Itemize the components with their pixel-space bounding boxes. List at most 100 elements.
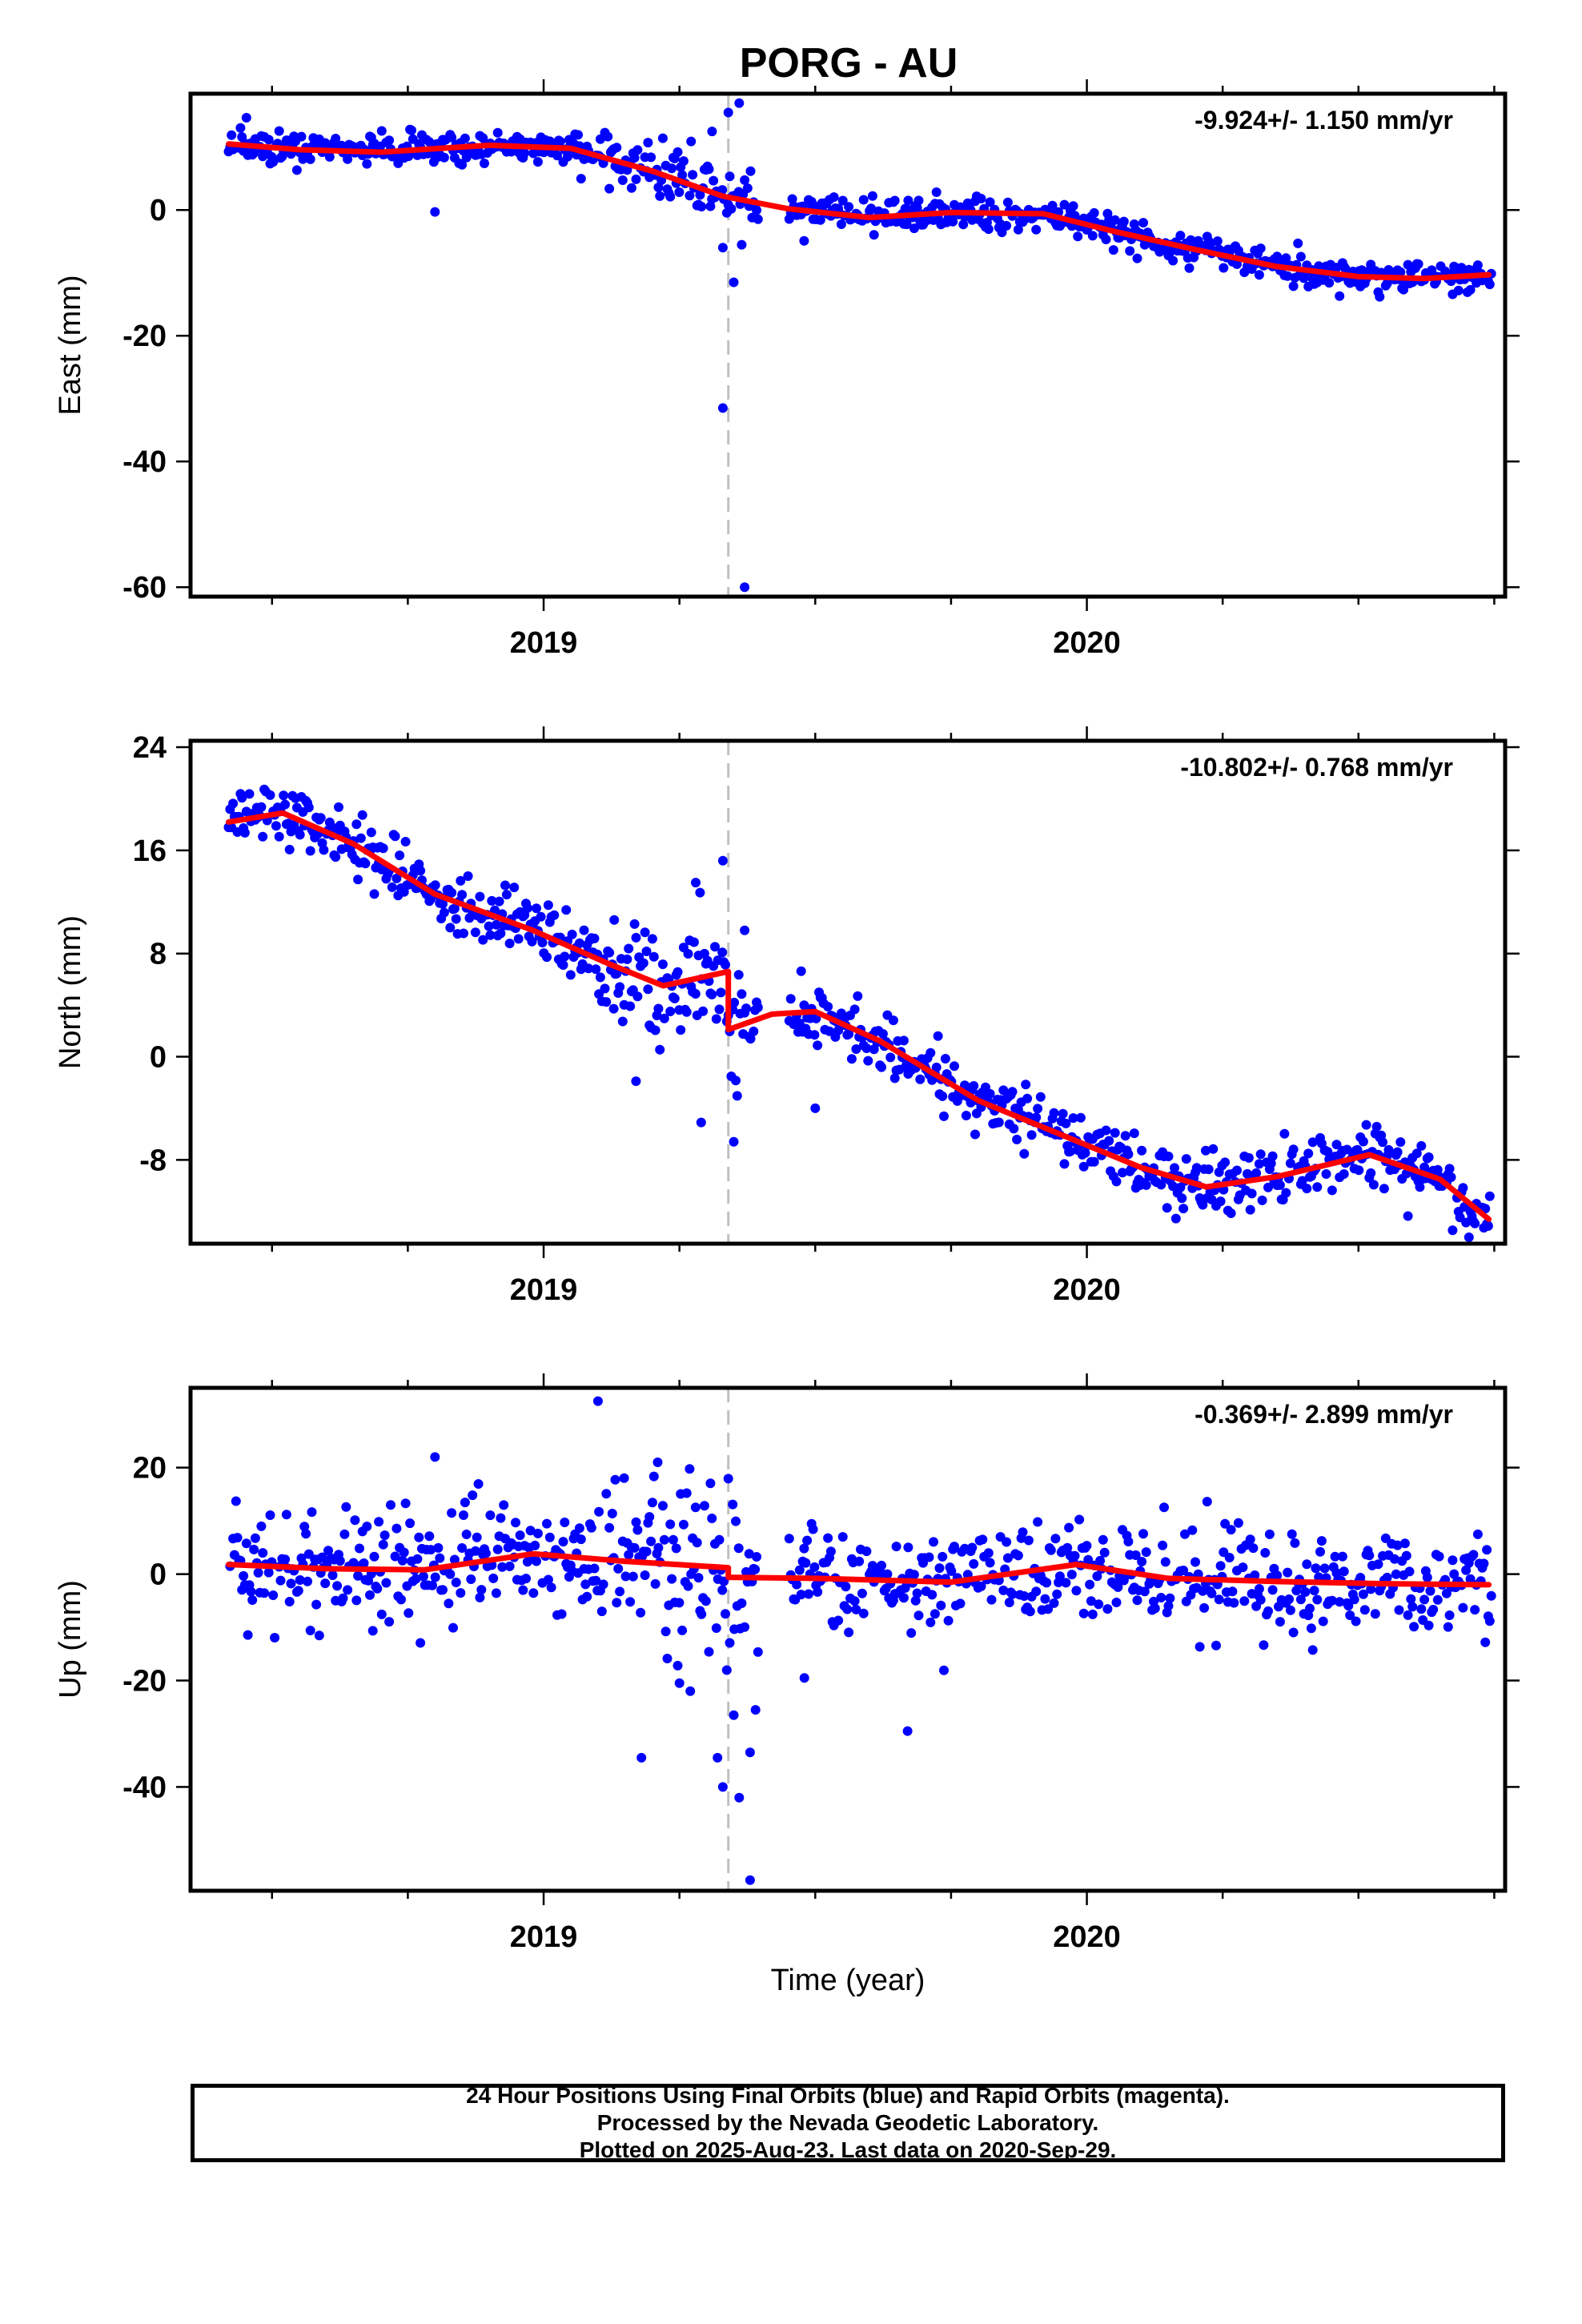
- data-point: [809, 1030, 820, 1040]
- data-point: [1198, 1200, 1208, 1210]
- data-point: [1033, 1517, 1043, 1527]
- data-point: [1395, 267, 1406, 277]
- data-point: [1351, 1616, 1361, 1626]
- data-point: [978, 1534, 988, 1545]
- data-point: [752, 1552, 761, 1562]
- data-point: [435, 1553, 445, 1563]
- data-point: [558, 1537, 568, 1547]
- data-point: [1275, 1617, 1285, 1627]
- data-point: [858, 195, 869, 205]
- data-point: [1288, 1144, 1299, 1155]
- data-point: [463, 871, 473, 881]
- data-point: [263, 135, 274, 145]
- data-point: [537, 938, 548, 947]
- data-point: [681, 1488, 692, 1498]
- data-point: [1019, 1591, 1030, 1601]
- data-point: [796, 1590, 806, 1600]
- data-point: [589, 933, 600, 943]
- data-point: [253, 1567, 263, 1578]
- data-point-outlier: [810, 1103, 821, 1113]
- data-point: [636, 1607, 646, 1618]
- data-point: [259, 1588, 270, 1598]
- data-point: [1089, 1156, 1099, 1167]
- data-point: [1013, 1550, 1023, 1561]
- data-point: [737, 239, 747, 250]
- data-point: [353, 875, 363, 885]
- data-point: [910, 1595, 921, 1606]
- data-point: [1392, 1540, 1403, 1550]
- data-point: [1170, 1163, 1179, 1173]
- data-point: [532, 1528, 543, 1538]
- data-point: [439, 152, 449, 163]
- data-point: [1215, 1196, 1226, 1207]
- data-point: [327, 1570, 338, 1580]
- y-axis-label: East (mm): [54, 275, 87, 415]
- data-point: [1178, 1566, 1189, 1575]
- data-point: [644, 1512, 655, 1522]
- data-point: [685, 1464, 695, 1474]
- data-point: [232, 1533, 243, 1543]
- data-point: [395, 850, 405, 861]
- data-point: [1156, 1593, 1166, 1602]
- data-point: [939, 1665, 949, 1675]
- data-point: [655, 1044, 665, 1055]
- data-point: [448, 1622, 458, 1633]
- data-point: [542, 1518, 552, 1529]
- data-point: [301, 1529, 311, 1539]
- data-point: [1137, 1557, 1147, 1566]
- data-point: [244, 789, 255, 799]
- data-point: [1461, 1217, 1472, 1228]
- data-point: [296, 131, 307, 142]
- data-point: [799, 1000, 809, 1011]
- data-point: [1082, 1541, 1092, 1551]
- data-point: [1465, 284, 1476, 295]
- data-point: [629, 153, 640, 163]
- data-point: [522, 903, 532, 913]
- data-point: [909, 223, 919, 234]
- data-point: [1343, 1601, 1354, 1611]
- data-point-outlier: [729, 1710, 739, 1720]
- data-point: [552, 151, 562, 161]
- data-point: [1263, 1182, 1273, 1192]
- data-point: [470, 1546, 480, 1556]
- data-point: [468, 1490, 478, 1501]
- data-point: [239, 1570, 249, 1581]
- data-point-outlier: [745, 1747, 755, 1758]
- data-point: [1255, 243, 1266, 254]
- data-point: [1043, 1604, 1054, 1614]
- data-point: [1026, 1130, 1037, 1140]
- data-point: [1378, 1137, 1387, 1148]
- data-point: [1266, 1158, 1276, 1168]
- data-point: [1285, 1605, 1295, 1615]
- data-point: [378, 1539, 388, 1550]
- data-point: [689, 937, 699, 947]
- data-point: [1465, 1574, 1476, 1584]
- data-point: [461, 1530, 472, 1539]
- data-points: [223, 98, 1496, 593]
- data-point: [1120, 1131, 1130, 1141]
- data-point: [1413, 259, 1423, 269]
- data-point: [476, 1585, 487, 1595]
- data-point: [430, 880, 440, 891]
- data-point: [1245, 1534, 1255, 1545]
- data-point: [351, 1595, 362, 1606]
- data-point: [607, 1509, 617, 1518]
- data-point: [270, 1633, 280, 1642]
- data-point: [1074, 1514, 1085, 1525]
- data-point: [1312, 1594, 1323, 1605]
- data-point: [657, 959, 668, 970]
- data-point: [249, 1544, 259, 1554]
- data-point: [372, 1583, 383, 1594]
- data-point: [365, 1590, 375, 1600]
- data-point: [397, 1555, 408, 1566]
- data-point: [379, 1530, 390, 1541]
- data-point: [913, 1610, 924, 1621]
- data-point: [1141, 1547, 1151, 1558]
- data-point: [497, 1562, 508, 1572]
- data-point-outlier: [713, 1752, 723, 1763]
- data-point: [1335, 291, 1345, 301]
- data-point: [792, 1579, 802, 1590]
- data-point: [930, 1609, 940, 1619]
- velocity-label: -10.802+/- 0.768 mm/yr: [1180, 753, 1453, 782]
- data-point: [466, 1574, 476, 1584]
